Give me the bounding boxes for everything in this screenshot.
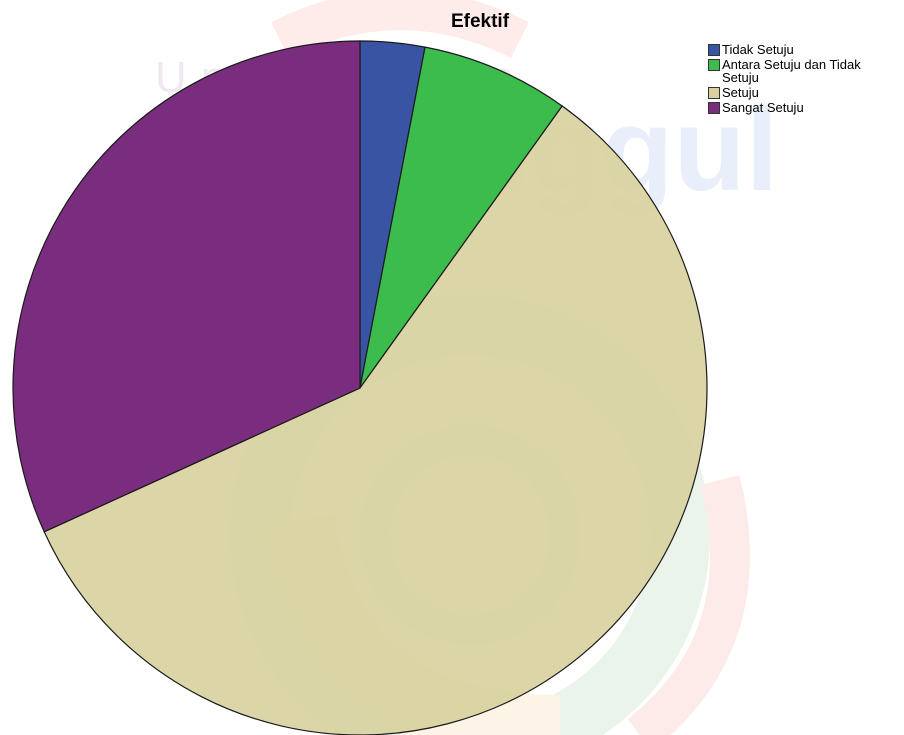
legend-swatch [708, 87, 720, 99]
legend: Tidak Setuju Antara Setuju dan Tidak Setu… [708, 43, 904, 116]
pie-slices [12, 40, 708, 735]
legend-item: Tidak Setuju [708, 43, 904, 56]
legend-item: Sangat Setuju [708, 101, 904, 114]
legend-label: Sangat Setuju [722, 100, 804, 115]
pie-slice-antara-setuju-dan-tidak-setuju [359, 46, 564, 389]
legend-swatch [708, 59, 720, 71]
legend-swatch [708, 44, 720, 56]
legend-label: Setuju [722, 85, 759, 100]
pie-slice-setuju [43, 105, 708, 735]
chart-title: Efektif [450, 11, 510, 32]
legend-item: Setuju [708, 86, 904, 99]
legend-item: Antara Setuju dan Tidak Setuju [708, 58, 904, 84]
legend-swatch [708, 102, 720, 114]
pie-slice-sangat-setuju [12, 40, 361, 533]
legend-label: Antara Setuju dan Tidak Setuju [722, 57, 861, 85]
legend-label: Tidak Setuju [722, 42, 794, 57]
